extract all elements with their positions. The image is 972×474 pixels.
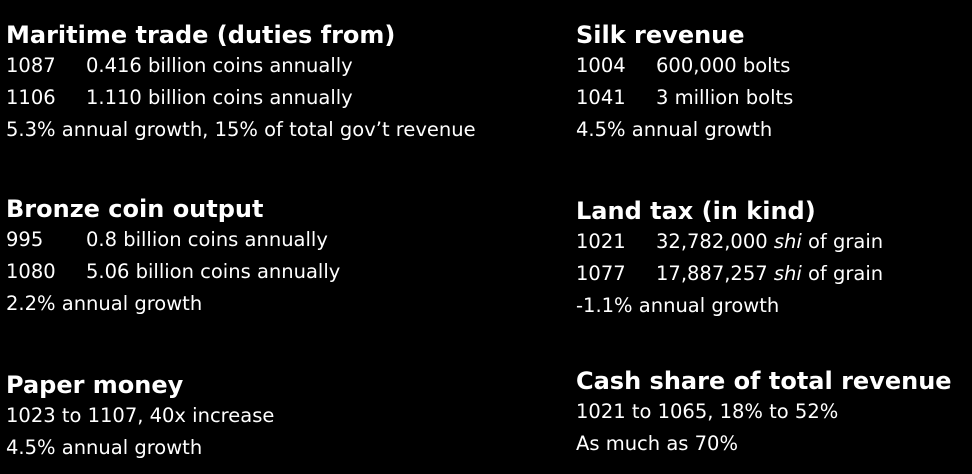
section-title: Maritime trade (duties from)	[6, 21, 396, 49]
row-value: 0.8 billion coins annually	[86, 228, 328, 251]
section-note: As much as 70%	[576, 432, 738, 455]
data-row: 1077 17,887,257 shi of grain	[576, 258, 883, 290]
row-value: 1.110 billion coins annually	[86, 86, 353, 109]
row-value: 0.416 billion coins annually	[86, 54, 353, 77]
row-year: 1077	[576, 262, 626, 285]
data-row: 995 0.8 billion coins annually	[6, 224, 340, 256]
row-value: 17,887,257 shi of grain	[656, 262, 884, 285]
section-note: 4.5% annual growth	[6, 436, 203, 459]
row-value: 5.06 billion coins annually	[86, 260, 341, 283]
row-value: 3 million bolts	[656, 86, 794, 109]
data-row: 1041 3 million bolts	[576, 82, 793, 114]
row-year: 1041	[576, 86, 626, 109]
section-note: 2.2% annual growth	[6, 292, 203, 315]
section-title: Cash share of total revenue	[576, 367, 952, 395]
section-line: 1021 to 1065, 18% to 52%	[576, 400, 839, 423]
data-row: 1106 1.110 billion coins annually	[6, 82, 476, 114]
data-row: 1021 32,782,000 shi of grain	[576, 226, 883, 258]
row-value: 600,000 bolts	[656, 54, 791, 77]
unit-shi: shi	[773, 230, 802, 253]
row-year: 1080	[6, 260, 56, 283]
section-note: -1.1% annual growth	[576, 294, 780, 317]
row-year: 995	[6, 228, 44, 251]
row-year: 1087	[6, 54, 56, 77]
row-year: 1106	[6, 86, 56, 109]
data-row: 1087 0.416 billion coins annually	[6, 50, 476, 82]
section-land-tax: Land tax (in kind) 1021 32,782,000 shi of…	[576, 196, 883, 322]
data-row: 1080 5.06 billion coins annually	[6, 256, 340, 288]
section-note: 5.3% annual growth, 15% of total gov’t r…	[6, 118, 476, 141]
row-year: 1021	[576, 230, 626, 253]
data-row: 1004 600,000 bolts	[576, 50, 793, 82]
section-cash-share: Cash share of total revenue 1021 to 1065…	[576, 366, 952, 460]
section-maritime-trade: Maritime trade (duties from) 1087 0.416 b…	[6, 20, 476, 146]
section-silk-revenue: Silk revenue 1004 600,000 bolts 1041 3 mil…	[576, 20, 793, 146]
section-title: Land tax (in kind)	[576, 197, 816, 225]
section-title: Paper money	[6, 371, 184, 399]
section-note: 4.5% annual growth	[576, 118, 773, 141]
section-line: 1023 to 1107, 40x increase	[6, 404, 275, 427]
section-title: Silk revenue	[576, 21, 745, 49]
row-year: 1004	[576, 54, 626, 77]
row-value: 32,782,000 shi of grain	[656, 230, 884, 253]
unit-shi: shi	[773, 262, 802, 285]
section-paper-money: Paper money 1023 to 1107, 40x increase 4…	[6, 370, 274, 464]
section-bronze-coin-output: Bronze coin output 995 0.8 billion coins …	[6, 194, 340, 320]
section-title: Bronze coin output	[6, 195, 264, 223]
